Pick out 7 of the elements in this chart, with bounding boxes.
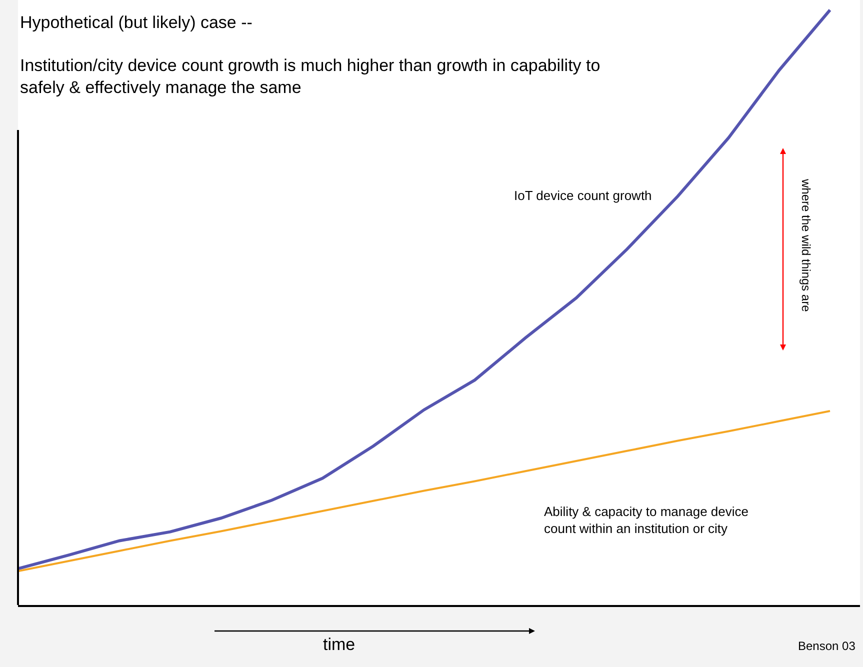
text: Benson 03 — [798, 639, 856, 653]
text: Ability & capacity to manage device count within an institution or city — [544, 504, 748, 536]
series-label: IoT device count growth — [514, 188, 652, 203]
chart-title: Hypothetical (but likely) case -- — [20, 13, 252, 32]
x-axis-title: time — [323, 635, 356, 654]
annotation: where the wild things are — [799, 178, 813, 312]
text: Institution/city device count growth is much higher than growth in capability to safely & effectively manage the same — [20, 56, 600, 98]
